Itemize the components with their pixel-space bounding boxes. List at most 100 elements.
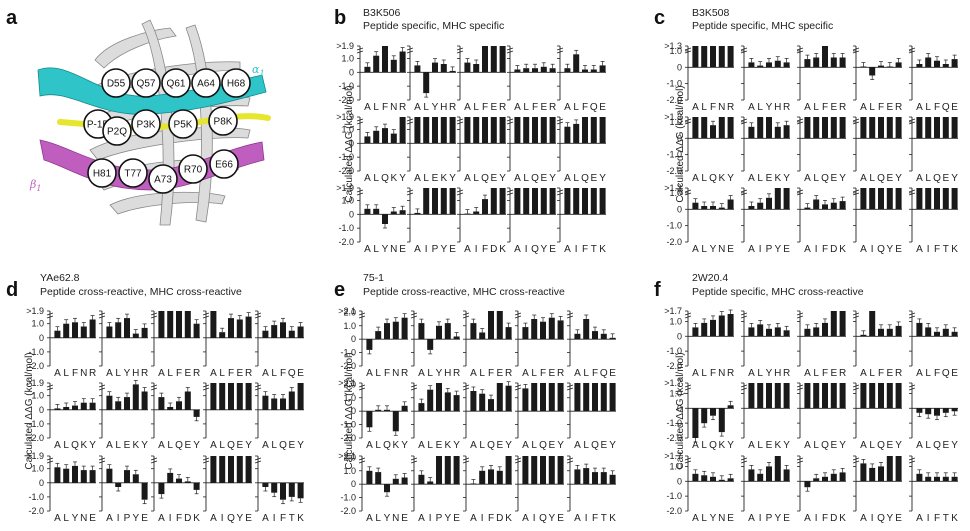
bar bbox=[757, 324, 764, 337]
residue-p5k: P5K bbox=[168, 109, 198, 139]
residue-tick-label: A bbox=[916, 102, 923, 113]
residue-tick-label: L bbox=[757, 440, 763, 451]
panel-row: >1.71.00-1.0-2.0A L Q K Y A L E K Y A L Q E Y A L Q E Y A L Q E… bbox=[664, 378, 958, 451]
y-tick-label: 0 bbox=[677, 331, 682, 341]
residue-tick-label: E bbox=[830, 173, 837, 184]
residue-tick-label: Y bbox=[839, 440, 846, 451]
bar bbox=[89, 319, 96, 338]
bar bbox=[582, 188, 588, 215]
axis-break-mark bbox=[566, 312, 574, 319]
bar bbox=[392, 321, 399, 340]
residue-tick-label: E bbox=[886, 440, 893, 451]
residue-tick-label: A bbox=[106, 513, 113, 524]
bar bbox=[373, 130, 380, 144]
residue-tick-label: F bbox=[176, 368, 182, 379]
bar bbox=[444, 456, 451, 485]
residue-tick-label: L bbox=[375, 513, 381, 524]
residue-q61: Q61 bbox=[161, 68, 191, 98]
bar bbox=[727, 46, 734, 68]
residue-tick-label: E bbox=[288, 440, 295, 451]
bar bbox=[271, 325, 278, 338]
axis-break-mark bbox=[566, 384, 574, 391]
bar bbox=[115, 482, 122, 487]
residue-tick-label: A bbox=[564, 173, 571, 184]
residue-tick-label: A bbox=[692, 244, 699, 255]
residue-tick-label: R bbox=[401, 368, 408, 379]
bar bbox=[692, 117, 699, 139]
bar bbox=[423, 117, 430, 144]
residue-tick-label: Q bbox=[600, 368, 608, 379]
axis-break-mark bbox=[740, 47, 748, 54]
panel-subtitle: Peptide specific, MHC specific bbox=[692, 20, 833, 32]
bar bbox=[288, 391, 295, 410]
residue-tick-label: E bbox=[766, 173, 773, 184]
bar bbox=[106, 468, 113, 483]
axis-break-mark bbox=[908, 384, 916, 391]
residue-tick-label: L bbox=[701, 513, 707, 524]
residue-tick-label: E bbox=[557, 513, 564, 524]
residue-tick-label: Y bbox=[783, 440, 790, 451]
bar bbox=[813, 199, 820, 210]
bar bbox=[167, 472, 174, 483]
residue-tick-label: Y bbox=[399, 173, 406, 184]
bar bbox=[692, 327, 699, 337]
y-tick-label: 1.0 bbox=[669, 461, 682, 471]
bar bbox=[878, 466, 884, 482]
residue-tick-label: L bbox=[63, 440, 69, 451]
residue-tick-label: Y bbox=[710, 244, 717, 255]
y-tick-label: 0 bbox=[39, 405, 44, 415]
y-tick-label: 0 bbox=[349, 209, 354, 219]
bar bbox=[895, 325, 902, 337]
bar bbox=[432, 62, 438, 73]
residue-tick-label: Q bbox=[877, 244, 885, 255]
residue-tick-label: P bbox=[766, 513, 773, 524]
bar bbox=[245, 383, 252, 410]
residue-tick-label: K bbox=[718, 173, 725, 184]
y-tick-label: 0 bbox=[349, 138, 354, 148]
bar bbox=[839, 383, 846, 409]
tcr-name: 75-1 bbox=[363, 272, 384, 284]
bar bbox=[710, 206, 716, 210]
bar bbox=[701, 475, 708, 482]
residue-tick-label: L bbox=[869, 173, 875, 184]
axis-break-mark bbox=[356, 47, 364, 54]
residue-tick-label: Y bbox=[245, 440, 252, 451]
residue-tick-label: K bbox=[390, 173, 397, 184]
bar bbox=[132, 333, 139, 338]
residue-tick-label: Q bbox=[709, 173, 717, 184]
residue-tick-label: R bbox=[727, 368, 734, 379]
bar bbox=[869, 67, 876, 76]
y-tick-label: 0 bbox=[351, 479, 356, 489]
residue-tick-label: A bbox=[54, 368, 61, 379]
bar bbox=[399, 51, 406, 73]
axis-break-mark bbox=[908, 47, 916, 54]
y-tick-label: -1.0 bbox=[340, 493, 356, 503]
bar bbox=[124, 470, 130, 483]
bar bbox=[583, 383, 590, 412]
bar bbox=[444, 392, 451, 412]
y-tick-label: >1.7 bbox=[664, 306, 682, 316]
panel-row: >1.31.00-1.0-2.0A L F N R A L Y H R A L F E R A L F E R A L F Q… bbox=[664, 41, 958, 113]
axis-break-mark bbox=[684, 47, 692, 54]
axis-break-mark bbox=[740, 384, 748, 391]
bar bbox=[757, 117, 764, 139]
bar bbox=[449, 117, 456, 144]
y-tick-label: >1.9 bbox=[336, 41, 354, 51]
bar bbox=[141, 391, 148, 410]
bar bbox=[583, 319, 590, 340]
bar bbox=[886, 383, 893, 409]
residue-tick-label: R bbox=[141, 368, 148, 379]
bar bbox=[895, 383, 902, 409]
bar bbox=[482, 117, 488, 144]
bar bbox=[89, 470, 96, 483]
residue-tick-label: A bbox=[470, 440, 477, 451]
residue-tick-label: Y bbox=[499, 173, 506, 184]
